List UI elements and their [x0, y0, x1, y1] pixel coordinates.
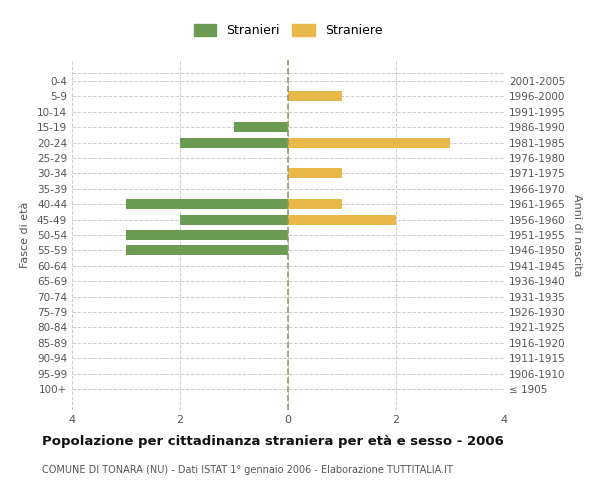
Bar: [234, 122, 288, 132]
Text: COMUNE DI TONARA (NU) - Dati ISTAT 1° gennaio 2006 - Elaborazione TUTTITALIA.IT: COMUNE DI TONARA (NU) - Dati ISTAT 1° ge…: [42, 465, 453, 475]
Bar: [288, 214, 396, 224]
Bar: [288, 92, 342, 102]
Y-axis label: Anni di nascita: Anni di nascita: [572, 194, 582, 276]
Bar: [126, 230, 288, 240]
Y-axis label: Fasce di età: Fasce di età: [20, 202, 30, 268]
Bar: [126, 199, 288, 209]
Bar: [126, 246, 288, 256]
Text: Popolazione per cittadinanza straniera per età e sesso - 2006: Popolazione per cittadinanza straniera p…: [42, 435, 504, 448]
Bar: [288, 138, 450, 147]
Bar: [180, 214, 288, 224]
Bar: [288, 168, 342, 178]
Legend: Stranieri, Straniere: Stranieri, Straniere: [194, 24, 382, 38]
Bar: [288, 199, 342, 209]
Bar: [180, 138, 288, 147]
